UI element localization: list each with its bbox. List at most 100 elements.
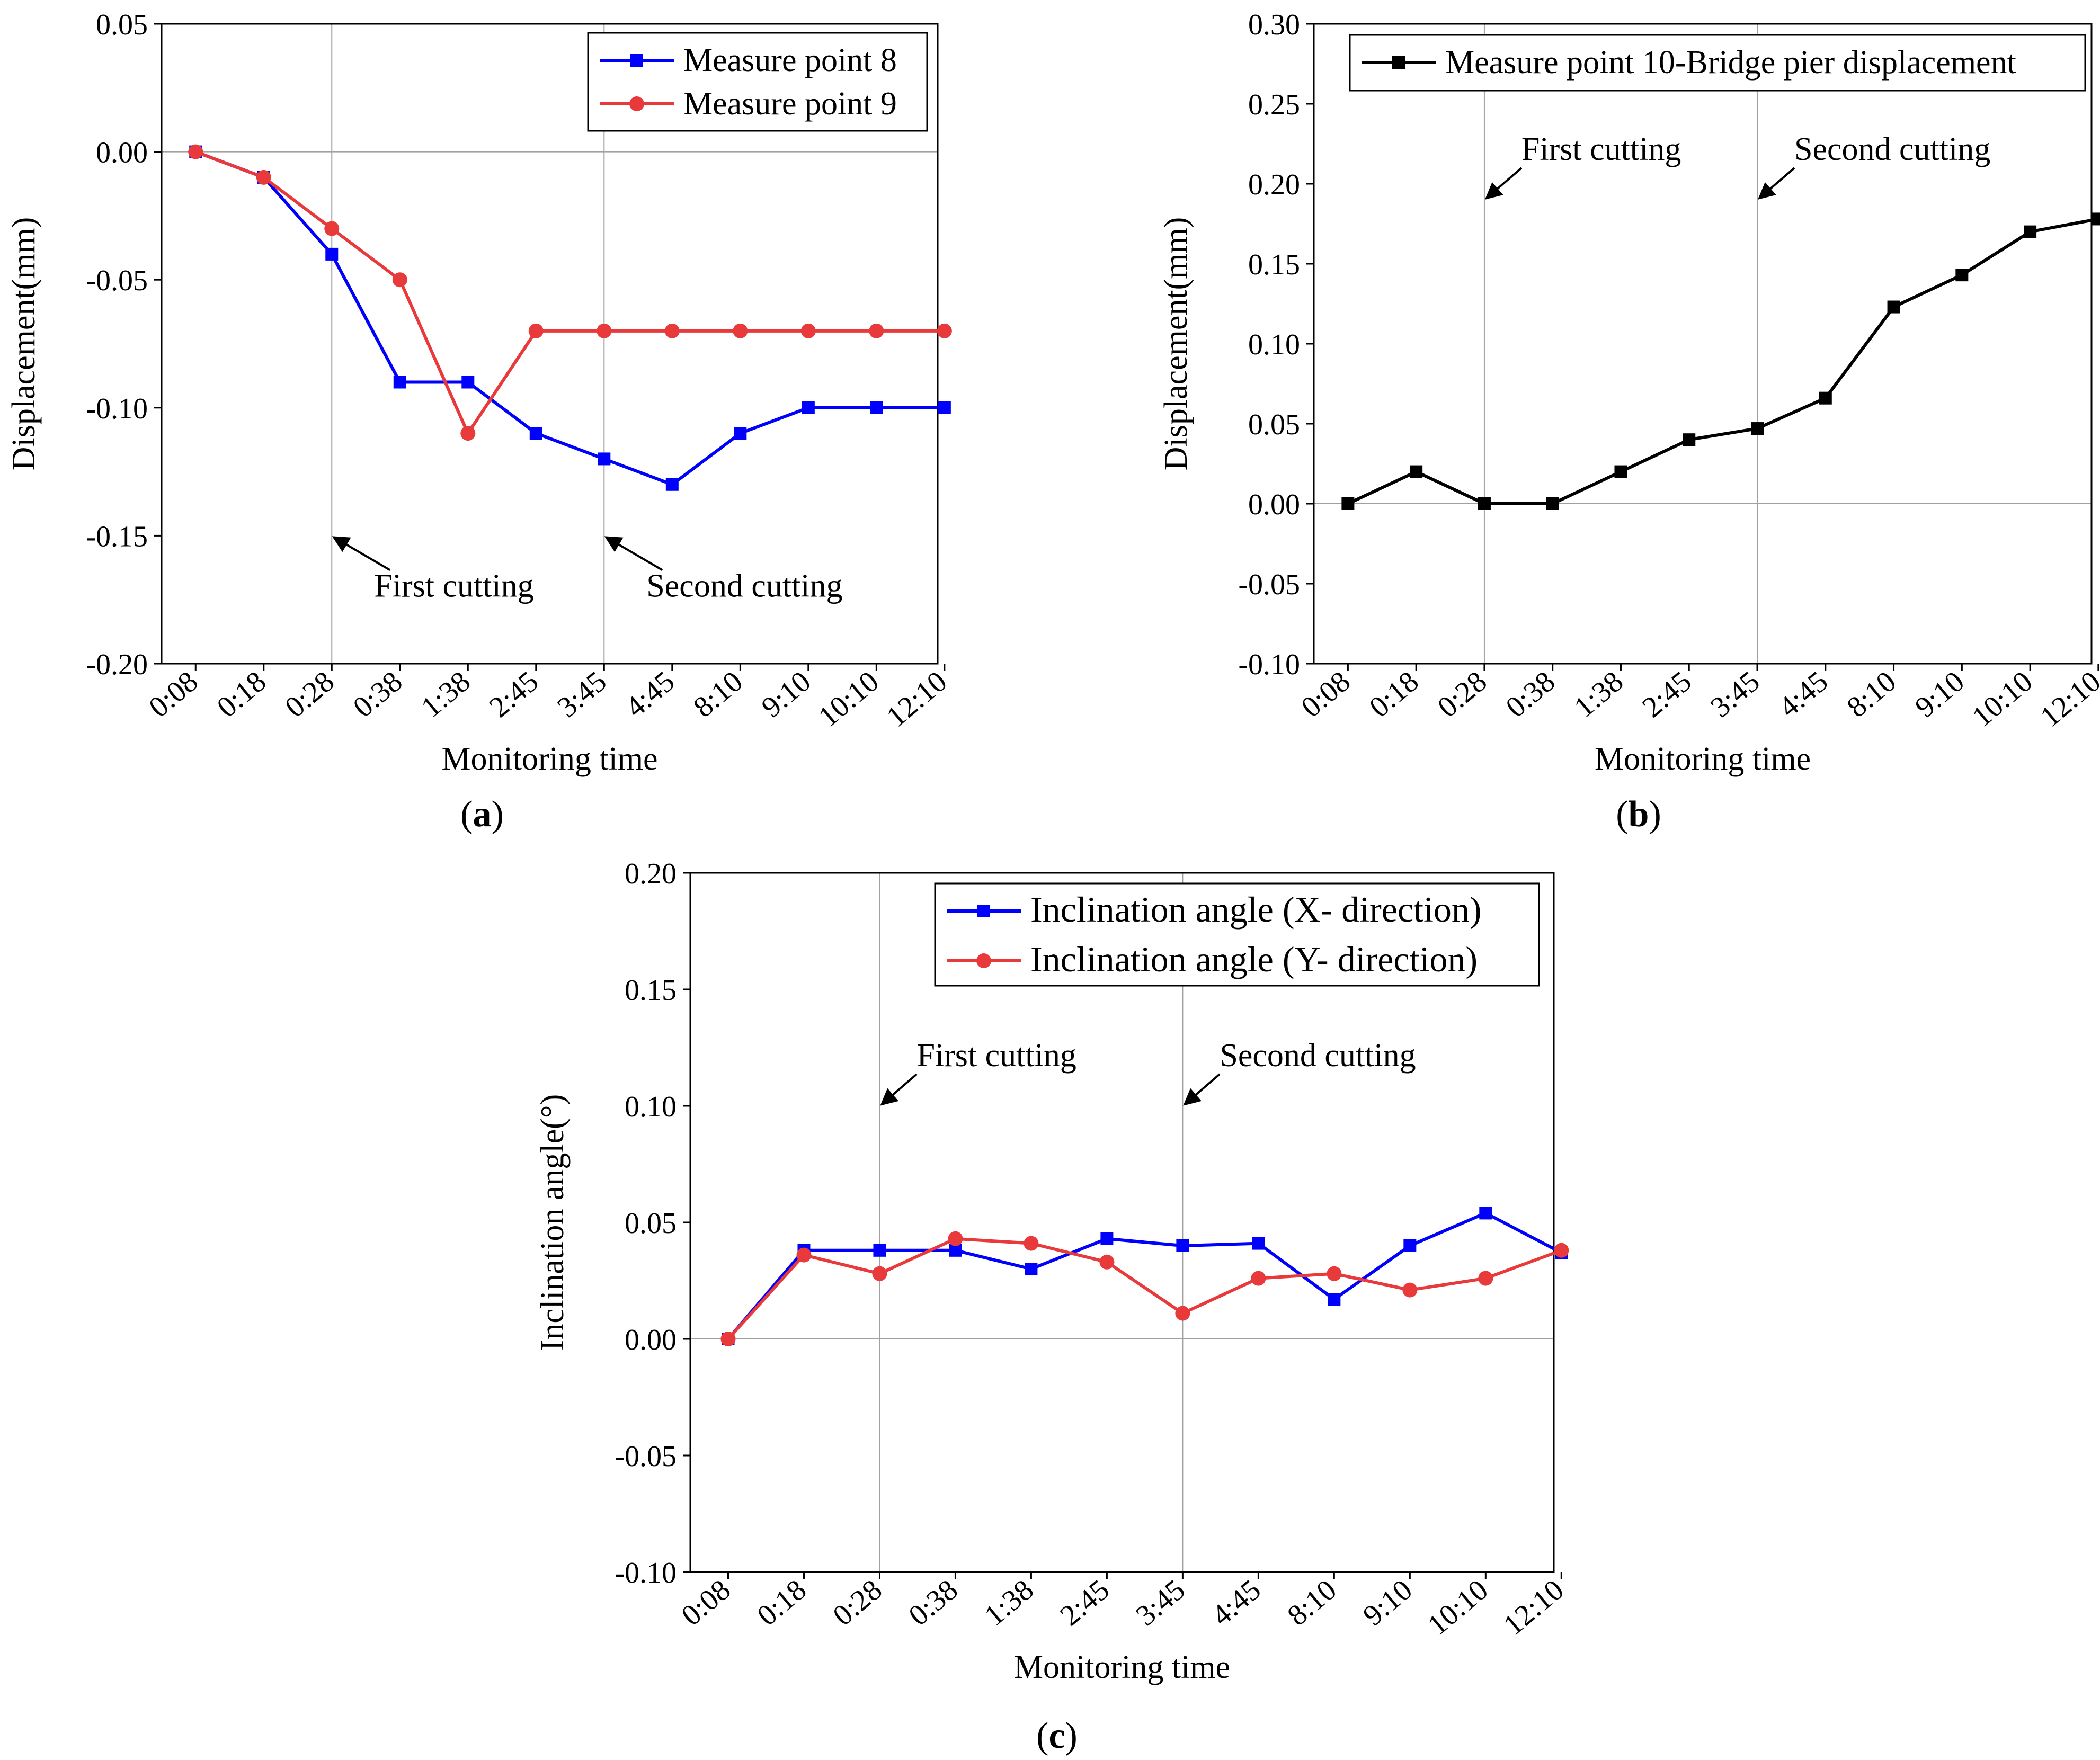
- y-tick-label: -0.10: [86, 392, 148, 425]
- series-line: [727, 1237, 1562, 1341]
- data-point: [664, 323, 680, 338]
- x-tick-label: 0:28: [1431, 665, 1493, 723]
- x-tick-label: 4:45: [1206, 1573, 1267, 1632]
- y-axis-label: Displacement(mm): [1158, 217, 1194, 471]
- data-point: [1614, 465, 1627, 478]
- data-point: [598, 452, 611, 466]
- y-tick-label: 0.05: [1248, 408, 1300, 441]
- data-point: [1099, 1254, 1115, 1270]
- data-point: [1751, 422, 1764, 435]
- data-point: [460, 426, 476, 441]
- series-line: [195, 150, 945, 437]
- data-point: [529, 427, 542, 440]
- y-tick-label: 0.20: [1248, 168, 1300, 201]
- y-tick-label: 0.15: [1248, 248, 1300, 281]
- x-axis-label: Monitoring time: [441, 741, 657, 777]
- data-point: [2024, 225, 2037, 238]
- data-point: [1327, 1266, 1342, 1281]
- annotation-arrow: [1183, 1073, 1221, 1106]
- series-line: [727, 1211, 1562, 1340]
- x-tick-label: 0:18: [1363, 665, 1425, 723]
- data-point: [734, 427, 747, 440]
- legend-marker: [977, 905, 990, 917]
- y-tick-label: 0.05: [96, 8, 148, 41]
- data-point: [256, 169, 271, 185]
- x-tick-label: 10:10: [1421, 1573, 1494, 1641]
- data-point: [1252, 1237, 1265, 1250]
- panel-label: (c): [1036, 1716, 1078, 1756]
- annotation-text: Second cutting: [1220, 1038, 1416, 1074]
- data-point: [733, 323, 748, 338]
- data-point: [796, 1247, 812, 1263]
- x-tick-label: 0:08: [1295, 665, 1357, 723]
- data-point: [1478, 1271, 1493, 1286]
- data-point: [1478, 497, 1491, 510]
- data-point: [869, 323, 884, 338]
- data-point: [2092, 212, 2100, 226]
- series-1: [722, 1207, 1568, 1345]
- x-tick-label: 0:38: [903, 1573, 964, 1632]
- x-tick-label: 0:38: [1500, 665, 1561, 723]
- series-line: [1347, 217, 2099, 505]
- legend-label: Measure point 8: [683, 42, 897, 78]
- annotation-arrow: [1757, 167, 1795, 200]
- data-point: [872, 1266, 887, 1281]
- data-point: [188, 144, 203, 159]
- legend-label: Inclination angle (Y- direction): [1030, 939, 1478, 979]
- annotation-text: First cutting: [916, 1038, 1076, 1074]
- data-point: [1341, 497, 1355, 510]
- data-point: [1176, 1239, 1189, 1252]
- data-point: [461, 376, 475, 389]
- annotation-arrow: [332, 536, 391, 571]
- legend-label: Measure point 10-Bridge pier displacemen…: [1445, 44, 2016, 81]
- data-point: [1175, 1306, 1190, 1321]
- x-tick-label: 9:10: [1357, 1573, 1419, 1632]
- legend-marker: [1392, 56, 1405, 69]
- y-tick-label: 0.10: [1248, 328, 1300, 361]
- data-point: [1955, 269, 1969, 282]
- legend: Inclination angle (X- direction) Inclinat…: [934, 882, 1540, 987]
- annotation-arrow: [604, 536, 663, 571]
- panel-label: (b): [1616, 794, 1661, 835]
- x-tick-label: 1:38: [978, 1573, 1040, 1632]
- data-point: [597, 323, 612, 338]
- data-point: [802, 401, 815, 414]
- x-tick-label: 0:18: [211, 665, 272, 723]
- data-point: [937, 323, 952, 338]
- data-point: [1024, 1236, 1039, 1251]
- data-point: [528, 323, 544, 338]
- x-tick-label: 12:10: [2034, 665, 2100, 733]
- x-tick-label: 9:10: [755, 665, 817, 723]
- data-point: [873, 1244, 886, 1257]
- annotation-arrow: [880, 1073, 918, 1106]
- x-tick-label: 12:10: [1497, 1573, 1570, 1641]
- y-tick-label: -0.15: [86, 520, 148, 553]
- x-tick-label: 2:45: [1054, 1573, 1116, 1632]
- data-point: [1100, 1232, 1114, 1245]
- legend: Measure point 10-Bridge pier displacemen…: [1349, 34, 2086, 92]
- data-point: [665, 478, 679, 491]
- data-point: [1479, 1207, 1492, 1220]
- y-tick-label: -0.05: [86, 264, 148, 297]
- series-2: [720, 1231, 1569, 1346]
- y-tick-label: 0.05: [625, 1207, 677, 1240]
- chart-panel-c: -0.10-0.050.000.050.100.150.200:08 0:18 0:…: [535, 857, 1570, 1685]
- legend-box: [587, 32, 928, 132]
- x-tick-label: 10:10: [812, 665, 885, 733]
- x-tick-label: 9:10: [1909, 665, 1971, 723]
- x-tick-label: 2:45: [483, 665, 545, 723]
- data-point: [1402, 1282, 1418, 1298]
- x-tick-label: 3:45: [1130, 1573, 1191, 1632]
- data-point: [938, 401, 951, 414]
- data-point: [325, 247, 339, 261]
- data-point: [1025, 1263, 1038, 1275]
- y-tick-label: -0.05: [1238, 568, 1300, 601]
- x-tick-label: 0:08: [143, 665, 204, 723]
- legend-marker: [976, 953, 991, 968]
- data-point: [870, 401, 883, 414]
- y-axis-label: Inclination angle(°): [535, 1094, 571, 1351]
- data-point: [324, 221, 340, 236]
- data-point: [800, 323, 816, 338]
- y-tick-label: -0.10: [1238, 648, 1300, 681]
